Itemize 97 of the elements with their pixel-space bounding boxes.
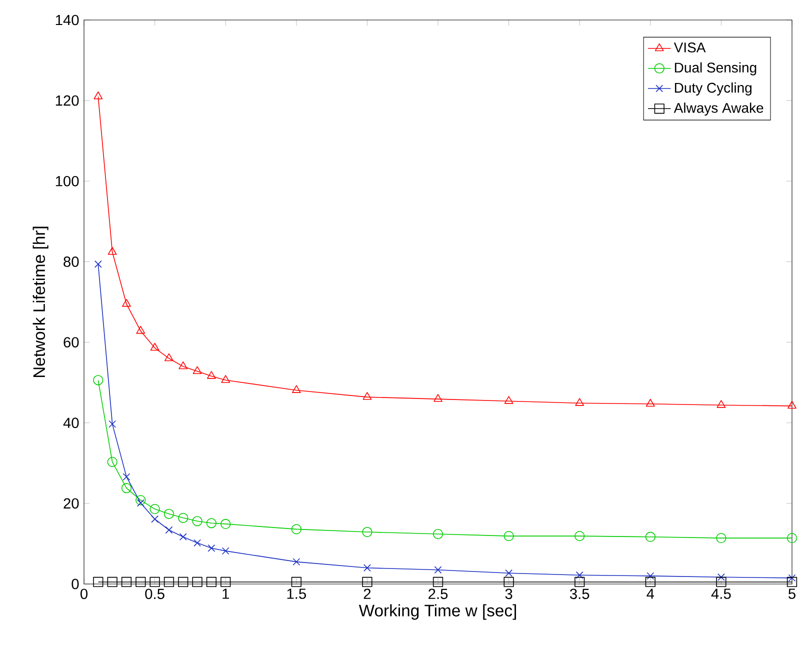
point [788,400,796,409]
y-tick-label: 140 [56,14,79,26]
point [645,532,656,542]
point [93,375,104,386]
y-tick-label: 80 [64,256,79,267]
x-tick-label: 3.5 [570,588,590,600]
point [121,483,132,494]
point [716,532,726,544]
point [362,392,372,400]
point [164,353,174,362]
point [504,530,514,542]
point [164,576,174,588]
point [504,396,514,404]
x-tick-label: 4 [646,588,654,599]
point [107,456,118,467]
point [94,91,103,100]
point [192,366,202,374]
point [194,539,201,547]
point [206,576,217,588]
point [291,524,302,534]
point [178,576,188,588]
point [432,576,444,588]
legend-label: VISA [674,42,706,52]
point [150,504,160,514]
point [291,576,302,588]
x-tick-label: 2.5 [428,588,448,600]
y-tick-label: 40 [63,418,79,428]
point [122,473,130,481]
point [179,533,187,541]
point [136,576,146,588]
point [576,571,584,579]
legend-label: Duty Cycling [674,82,752,96]
x-tick-label: 2 [364,588,371,599]
point [786,576,798,588]
point [122,298,131,307]
point [645,576,656,588]
point [786,532,798,544]
point [222,547,230,555]
point [362,576,372,588]
point [151,515,159,523]
legend-label: Dual Sensing [674,62,756,76]
x-tick-label: 1.5 [287,588,306,599]
point [716,400,726,408]
point [192,576,202,588]
point [93,576,104,588]
point [192,516,202,526]
point [108,420,116,428]
point [574,576,585,588]
point [574,530,585,542]
y-tick-label: 20 [64,498,79,509]
point [108,246,117,255]
y-tick-label: 120 [56,95,79,106]
point [208,544,216,552]
point [136,495,146,506]
point [364,564,371,572]
point [505,569,513,577]
point [718,573,725,581]
y-tick-label: 0 [72,578,79,590]
x-tick-label: 3 [505,588,512,600]
y-tick-label: 100 [56,176,79,186]
point [94,260,102,268]
point [150,342,160,351]
point [575,398,584,406]
point [165,526,173,534]
point [434,566,442,574]
point [220,518,231,530]
x-axis-title: Working Time w [sec] [358,604,516,620]
point [362,526,372,538]
legend-label: Always Awake [674,102,764,116]
point [292,385,301,393]
point [150,576,160,588]
x-tick-label: 4.5 [711,588,731,599]
point [121,576,132,588]
point [136,499,144,507]
point [136,326,146,334]
point [292,558,300,566]
x-tick-label: 0.5 [145,588,164,600]
x-tick-label: 5 [788,588,796,599]
point [207,371,216,379]
y-tick-label: 60 [64,337,79,348]
point [107,576,118,588]
point [220,576,231,588]
point [434,394,442,402]
y-axis-title: Network Lifetime [hr] [32,226,48,378]
point [504,576,514,588]
point [788,574,796,582]
point [646,572,654,580]
point [716,576,726,588]
point [206,518,217,528]
point [221,375,230,383]
point [178,512,188,523]
point [164,508,174,519]
x-tick-label: 0 [80,588,88,600]
point [432,528,444,540]
point [178,361,188,370]
x-tick-label: 1 [222,588,229,599]
point [646,398,655,407]
